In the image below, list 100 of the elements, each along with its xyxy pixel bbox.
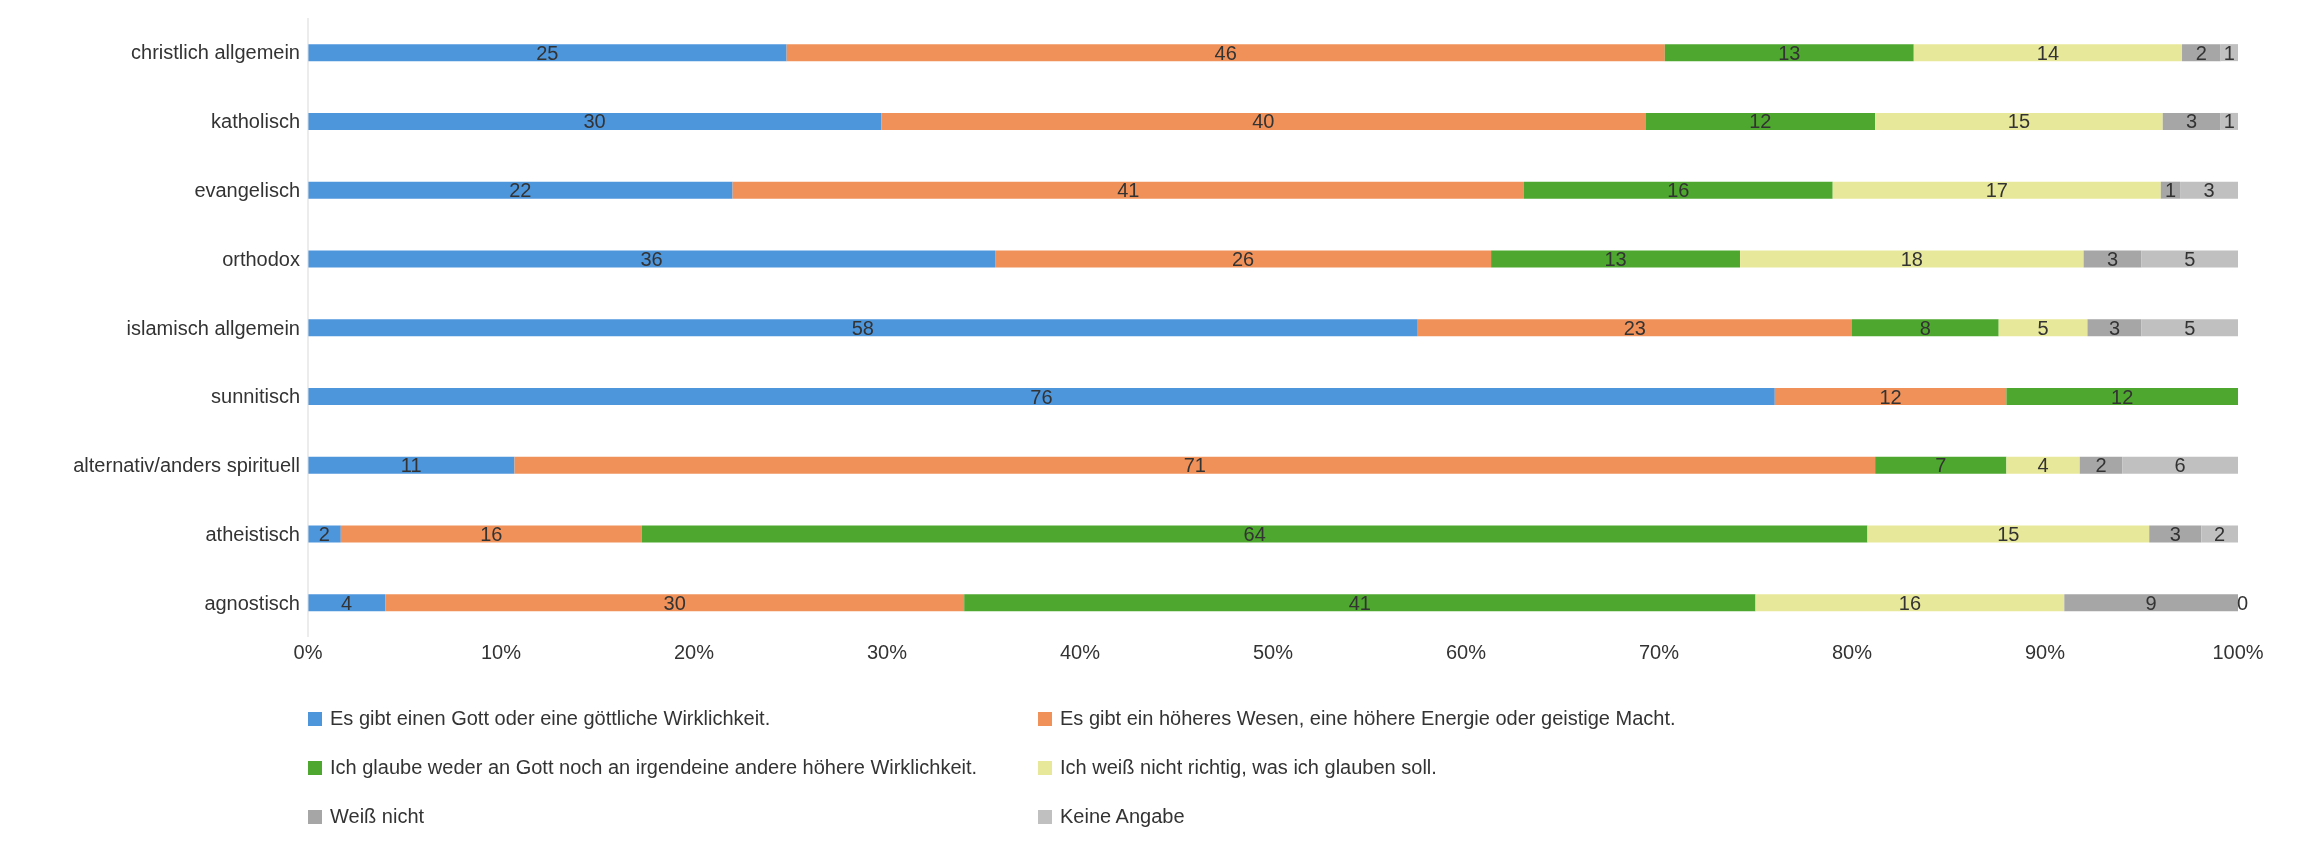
bar — [1664, 44, 1914, 62]
bar — [1998, 319, 2088, 337]
bar — [1875, 112, 2163, 130]
bar — [1867, 525, 2150, 543]
bar — [2122, 456, 2238, 474]
data-label: 40 — [1252, 110, 1275, 133]
data-label: 30 — [663, 591, 686, 614]
data-label: 2 — [318, 523, 330, 546]
bar — [1913, 44, 2183, 62]
bar — [514, 456, 1876, 474]
data-label: 4 — [2037, 454, 2049, 477]
bar — [308, 456, 515, 474]
data-label: 8 — [1919, 316, 1931, 339]
x-tick-label: 100% — [2212, 641, 2264, 664]
bar — [1755, 594, 2065, 612]
legend-label: Es gibt einen Gott oder eine göttliche Wirklichkeit. — [330, 707, 771, 730]
bar — [308, 388, 1775, 406]
data-label: 15 — [2007, 110, 2031, 133]
bar — [340, 525, 642, 543]
bar — [786, 44, 1665, 62]
y-tick-label: katholisch — [211, 110, 300, 133]
data-label: 6 — [2174, 454, 2186, 477]
bar — [1875, 456, 2007, 474]
legend-label: Keine Angabe — [1060, 805, 1185, 828]
bar — [1740, 250, 2084, 268]
data-label: 5 — [2037, 316, 2049, 339]
bar — [2141, 250, 2238, 268]
data-label: 5 — [2184, 247, 2196, 270]
data-label: 3 — [2186, 110, 2198, 133]
bar — [1832, 181, 2161, 199]
data-label: 46 — [1214, 41, 1237, 64]
legend-label: Ich weiß nicht richtig, was ich glauben soll. — [1060, 756, 1437, 779]
data-label: 12 — [1879, 385, 1902, 408]
data-label: 9 — [2145, 591, 2157, 614]
bar — [308, 181, 733, 199]
bar — [2083, 250, 2142, 268]
x-tick-label: 90% — [2024, 641, 2066, 664]
x-tick-label: 10% — [480, 641, 522, 664]
data-label: 41 — [1117, 179, 1140, 202]
data-label: 18 — [1900, 247, 1923, 270]
data-label: 58 — [851, 316, 874, 339]
data-label: 1 — [2223, 110, 2235, 133]
y-tick-label: sunnitisch — [211, 385, 300, 408]
bar — [1417, 319, 1852, 337]
data-label: 64 — [1243, 523, 1266, 546]
data-label: 17 — [1985, 179, 2008, 202]
bar — [2006, 456, 2080, 474]
x-tick-label: 0% — [293, 641, 323, 664]
data-label: 0 — [2236, 591, 2249, 614]
data-label: 22 — [509, 179, 532, 202]
data-label: 16 — [480, 523, 503, 546]
bar — [308, 44, 787, 62]
bar — [732, 181, 1524, 199]
data-label: 15 — [1997, 523, 2020, 546]
y-tick-label: alternativ/anders spirituell — [73, 454, 300, 477]
bar — [1852, 319, 1999, 337]
bar — [1491, 250, 1741, 268]
data-label: 5 — [2184, 316, 2196, 339]
data-label: 3 — [2203, 179, 2215, 202]
bar — [2180, 181, 2238, 199]
x-tick-label: 70% — [1638, 641, 1680, 664]
y-tick-label: atheistisch — [205, 522, 300, 545]
bar — [308, 319, 1418, 337]
data-label: 30 — [583, 110, 606, 133]
bar — [308, 112, 882, 130]
data-label: 7 — [1935, 454, 1947, 477]
bar — [308, 250, 996, 268]
data-label: 76 — [1030, 385, 1053, 408]
x-tick-label: 40% — [1059, 641, 1101, 664]
bar — [964, 594, 1756, 612]
data-label: 4 — [341, 591, 353, 614]
y-tick-label: christlich allgemein — [131, 41, 300, 64]
bar — [2087, 319, 2142, 337]
data-label: 25 — [536, 41, 559, 64]
data-label: 3 — [2106, 247, 2119, 270]
data-label: 36 — [640, 247, 663, 270]
bar — [2006, 388, 2238, 406]
bar — [385, 594, 965, 612]
bar — [308, 594, 386, 612]
data-label: 12 — [1749, 110, 1772, 133]
data-label: 71 — [1183, 454, 1206, 477]
x-tick-label: 50% — [1252, 641, 1294, 664]
data-label: 3 — [2108, 316, 2121, 339]
bar — [1645, 112, 1876, 130]
data-label: 16 — [1898, 591, 1922, 614]
legend-label: Ich glaube weder an Gott noch an irgendeine andere höhere Wirklichkeit. — [330, 756, 978, 779]
x-tick-label: 30% — [866, 641, 908, 664]
bar — [2141, 319, 2238, 337]
y-tick-label: evangelisch — [194, 179, 300, 202]
data-label: 2 — [2095, 454, 2107, 477]
bar — [2064, 594, 2238, 612]
bar — [881, 112, 1646, 130]
data-label: 13 — [1778, 41, 1801, 64]
x-tick-label: 80% — [1831, 641, 1873, 664]
data-label: 2 — [2214, 523, 2226, 546]
bar — [641, 525, 1868, 543]
data-label: 11 — [400, 454, 422, 477]
data-label: 23 — [1623, 316, 1646, 339]
data-label: 26 — [1231, 247, 1255, 270]
y-tick-label: agnostisch — [204, 591, 300, 614]
